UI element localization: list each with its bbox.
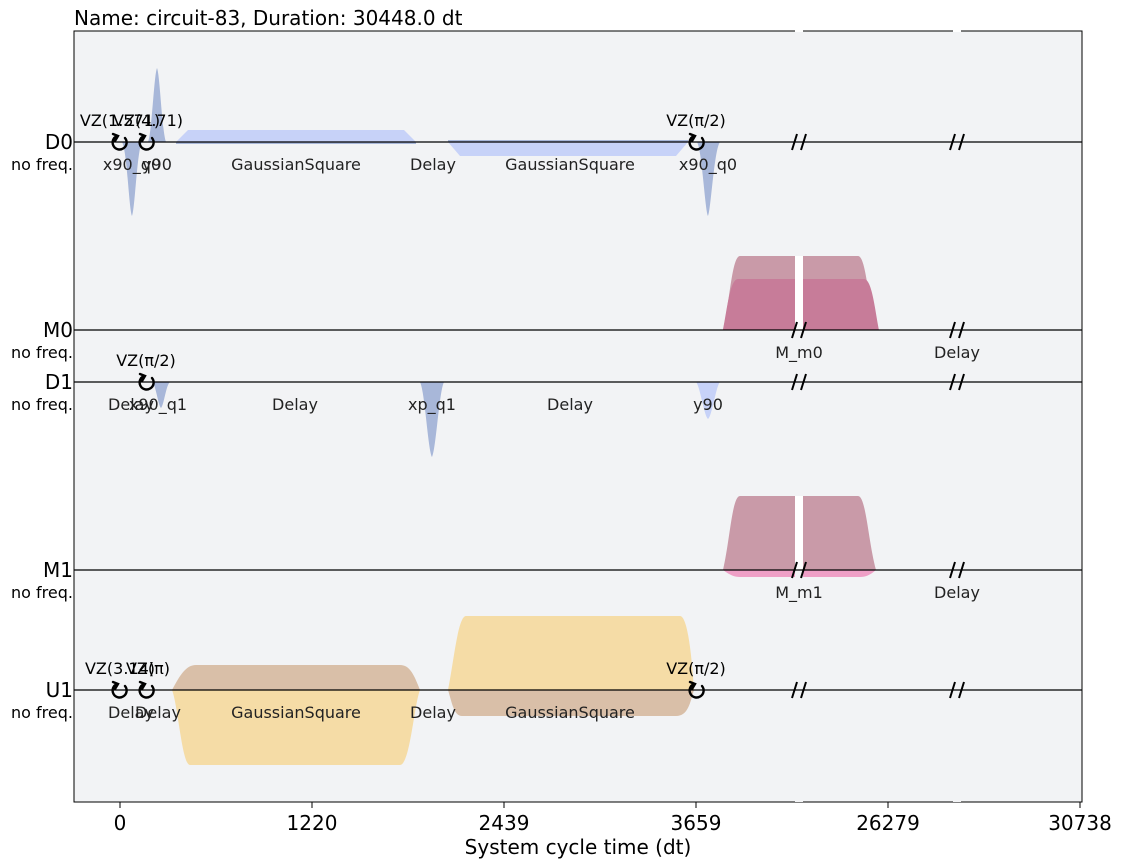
pulse-label-D0-3: Delay [410, 155, 456, 174]
freq-label-M1: no freq. [11, 583, 73, 602]
channel-label-M0: M0 [43, 318, 73, 342]
pulse-label-D0-0: x90_q0 [103, 155, 161, 175]
pulse-label-U1-4: GaussianSquare [505, 703, 635, 722]
channel-label-D1: D1 [45, 370, 73, 394]
pulse-label-U1-2: GaussianSquare [231, 703, 361, 722]
pulse-label-M1-0: M_m1 [775, 583, 823, 603]
x-tick-label-3: 3659 [671, 811, 722, 835]
pulse-D1-x90-q1 [152, 382, 170, 408]
axis-break-markers [791, 133, 965, 699]
frame-rotation-icon [111, 132, 128, 151]
x-tick-label-1: 1220 [287, 811, 338, 835]
pulse-labels: x90_q0 y90 GaussianSquare Delay Gaussian… [103, 155, 980, 722]
channel-label-U1: U1 [46, 678, 73, 702]
pulse-D0-gaussiansquare-1 [176, 130, 416, 142]
channel-U1-waveforms [172, 616, 694, 765]
pulse-D1-xp-q1 [420, 382, 444, 457]
x-tick-label-2: 2439 [479, 811, 530, 835]
axis-break-gaps [795, 26, 961, 802]
frame-label-D0-2: VZ(π/2) [666, 111, 726, 130]
pulse-label-M1-1: Delay [934, 583, 980, 602]
pulse-U1-gaussiansquare-1-real [172, 690, 420, 765]
axis-break-icon [791, 561, 807, 579]
pulse-label-D1-1: x90_q1 [129, 395, 187, 415]
channel-labels: D0 no freq. M0 no freq. D1 no freq. M1 n… [11, 130, 73, 722]
x-axis-label: System cycle time (dt) [465, 835, 692, 859]
axis-break-icon [949, 133, 965, 151]
pulse-label-U1-3: Delay [410, 703, 456, 722]
freq-label-D1: no freq. [11, 395, 73, 414]
pulse-label-D0-4: GaussianSquare [505, 155, 635, 174]
pulse-label-D1-2: Delay [272, 395, 318, 414]
channel-baselines [74, 141, 1082, 691]
frame-changes: VZ(1.571) VZ(4.71) VZ(π/2) VZ(π/2) VZ(3.… [80, 111, 726, 699]
axis-break-icon [791, 321, 807, 339]
x-tick-label-4: 26279 [856, 811, 920, 835]
pulse-D1-y90 [696, 382, 720, 419]
axis-break-m0-gap [795, 256, 803, 330]
pulse-D0-x90-q0-final [697, 142, 720, 216]
frame-rotation-icon [111, 680, 128, 699]
axis-break-icon [949, 561, 965, 579]
axis-break-m1-gap [795, 496, 803, 570]
freq-label-M0: no freq. [11, 343, 73, 362]
channel-D1-waveforms [152, 382, 720, 457]
freq-label-D0: no freq. [11, 155, 73, 174]
axis-break-notch-2 [953, 26, 961, 32]
frame-label-U1-0: VZ(3.14) [85, 659, 155, 678]
pulse-label-M0-0: M_m0 [775, 343, 823, 363]
pulse-U1-gaussiansquare-2-real [448, 616, 694, 690]
x-tick-label-0: 0 [114, 811, 127, 835]
axis-break-icon [949, 681, 965, 699]
pulse-U1-gaussiansquare-1-imag [172, 665, 420, 690]
pulse-label-D1-4: Delay [547, 395, 593, 414]
frame-rotation-icon [138, 132, 155, 151]
axis-break-icon [791, 373, 807, 391]
pulse-D0-x90-q0-real [122, 142, 142, 216]
frame-label-D0-0: VZ(1.571) [80, 111, 160, 130]
pulse-label-D0-2: GaussianSquare [231, 155, 361, 174]
pulse-label-U1-1: Delay [135, 703, 181, 722]
axis-break-icon [791, 681, 807, 699]
pulse-D0-gaussiansquare-2 [448, 142, 688, 156]
frame-label-U1-1: VZ(π) [126, 659, 170, 678]
pulse-label-D1-0: Delay [108, 395, 154, 414]
frame-rotation-icon [688, 680, 705, 699]
pulse-label-D1-3: xp_q1 [408, 395, 456, 415]
frame-label-U1-2: VZ(π/2) [666, 659, 726, 678]
axis-break-icon [791, 133, 807, 151]
pulse-label-D1-5: y90 [693, 395, 723, 414]
axis-break-gap-2 [953, 31, 961, 802]
pulse-label-M0-1: Delay [934, 343, 980, 362]
channel-label-D0: D0 [45, 130, 73, 154]
channel-label-M1: M1 [43, 558, 73, 582]
chart-title: Name: circuit-83, Duration: 30448.0 dt [74, 6, 463, 30]
x-axis: 0 1220 2439 3659 26279 30738 System cycl… [114, 802, 1112, 859]
frame-rotation-icon [688, 132, 705, 151]
x-tick-label-5: 30738 [1048, 811, 1112, 835]
frame-rotation-icon [138, 372, 155, 391]
pulse-D0-y90-real [148, 68, 166, 142]
frame-label-D1-0: VZ(π/2) [116, 351, 176, 370]
pulse-label-U1-0: Delay [108, 703, 154, 722]
pulse-U1-gaussiansquare-2-imag [448, 690, 694, 716]
frame-rotation-icon [138, 680, 155, 699]
axis-break-icon [949, 321, 965, 339]
frame-label-D0-1: VZ(4.71) [113, 111, 183, 130]
axis-break-icon [949, 373, 965, 391]
axis-break-gap-1 [795, 31, 803, 802]
pulse-label-D0-5: x90_q0 [679, 155, 737, 175]
axis-break-notch-1 [795, 26, 803, 32]
pulse-label-D0-1: y90 [142, 155, 172, 174]
freq-label-U1: no freq. [11, 703, 73, 722]
